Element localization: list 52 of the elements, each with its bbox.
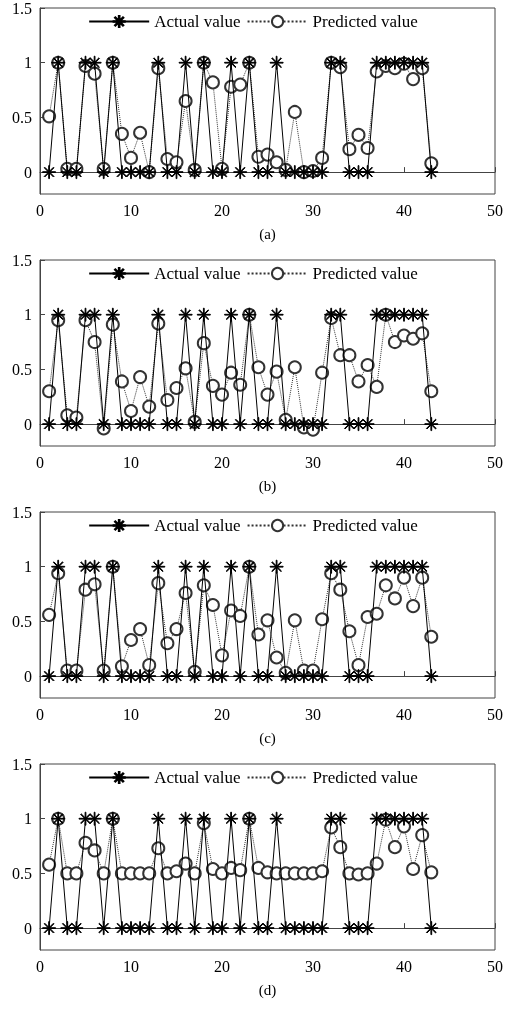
x-axis-title: (b) [258, 477, 277, 495]
legend-label: Actual value [154, 12, 241, 31]
x-tick-label: 20 [214, 453, 230, 471]
x-tick-label: 10 [123, 201, 139, 219]
y-tick-label: 0 [24, 415, 32, 433]
legend-label: Actual value [154, 768, 241, 787]
y-tick-label: 0.5 [12, 360, 32, 378]
x-tick-label: 20 [214, 201, 230, 219]
x-tick-label: 40 [396, 453, 412, 471]
x-tick-label: 50 [487, 453, 503, 471]
x-axis-title: (a) [259, 225, 276, 243]
x-tick-label: 20 [214, 957, 230, 975]
x-tick-label: 20 [214, 705, 230, 723]
x-tick-label: 10 [123, 705, 139, 723]
legend-label: Predicted value [312, 516, 418, 535]
x-tick-label: 0 [36, 453, 44, 471]
legend-label: Predicted value [312, 768, 418, 787]
x-tick-label: 30 [305, 453, 321, 471]
y-tick-label: 0 [24, 667, 32, 685]
x-tick-label: 10 [123, 453, 139, 471]
y-tick-label: 1 [24, 558, 32, 576]
x-tick-label: 50 [487, 201, 503, 219]
legend-label: Actual value [154, 516, 241, 535]
legend-label: Predicted value [312, 12, 418, 31]
x-tick-label: 0 [36, 201, 44, 219]
y-tick-label: 0.5 [12, 108, 32, 126]
x-tick-label: 50 [487, 957, 503, 975]
x-tick-label: 10 [123, 957, 139, 975]
x-tick-label: 0 [36, 957, 44, 975]
legend-label: Actual value [154, 264, 241, 283]
x-tick-label: 0 [36, 705, 44, 723]
x-tick-label: 40 [396, 705, 412, 723]
x-tick-label: 50 [487, 705, 503, 723]
x-tick-label: 40 [396, 201, 412, 219]
x-tick-label: 30 [305, 705, 321, 723]
y-tick-label: 0.5 [12, 612, 32, 630]
y-tick-label: 1.5 [12, 503, 32, 521]
y-tick-label: 1.5 [12, 755, 32, 773]
y-tick-label: 1.5 [12, 251, 32, 269]
x-tick-label: 30 [305, 201, 321, 219]
y-tick-label: 1 [24, 810, 32, 828]
y-tick-label: 1.5 [12, 0, 32, 17]
y-tick-label: 1 [24, 306, 32, 324]
legend-label: Predicted value [312, 264, 418, 283]
y-tick-label: 0 [24, 919, 32, 937]
x-tick-label: 40 [396, 957, 412, 975]
x-axis-title: (c) [259, 729, 276, 747]
y-tick-label: 1 [24, 54, 32, 72]
y-tick-label: 0.5 [12, 864, 32, 882]
x-axis-title: (d) [258, 981, 277, 999]
y-tick-label: 0 [24, 163, 32, 181]
x-tick-label: 30 [305, 957, 321, 975]
